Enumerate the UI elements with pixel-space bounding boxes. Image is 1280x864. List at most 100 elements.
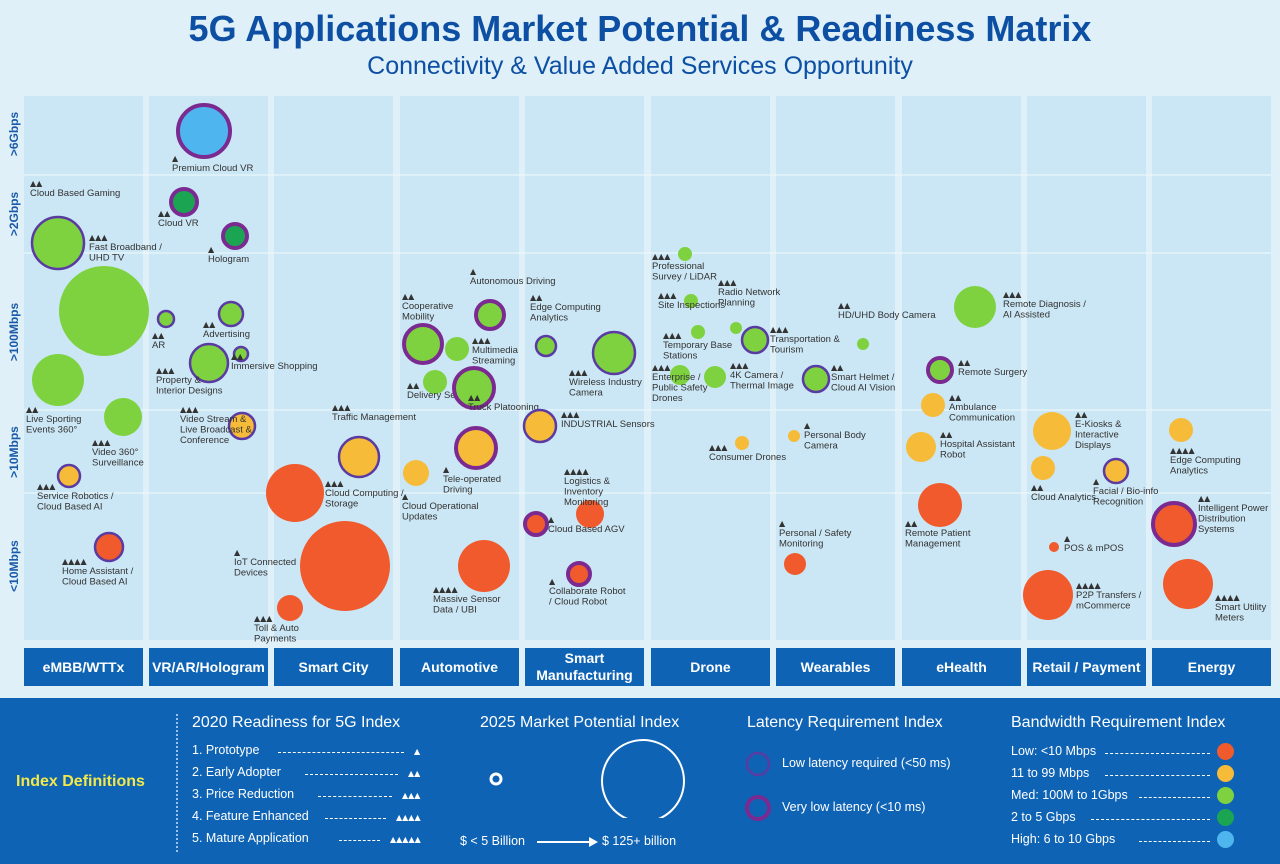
page-subtitle: Connectivity & Value Added Services Oppo… [367,52,913,80]
bubble-label: Displays [1075,440,1111,451]
bubble-label: Temporary Base [663,340,732,351]
readiness-triangles: ▲▲ [831,363,844,372]
readiness-triangles: ▲▲▲ [89,233,108,242]
bubble-label: Intelligent Power [1198,503,1268,514]
category-bar [902,648,1021,686]
readiness-triangles: ▲▲ [468,393,481,402]
low-latency-ring-icon [745,751,771,777]
bubble [735,436,749,450]
bubble-label: POS & mPOS [1064,543,1124,554]
readiness-triangles: ▲▲▲ [652,252,671,261]
bubble-label: Stations [663,351,698,362]
readiness-triangles: ▲ [549,577,556,586]
readiness-triangles: ▲▲▲▲ [1170,446,1195,455]
bubble-label: Thermal Image [730,381,794,392]
readiness-triangles: ▲▲▲ [652,363,671,372]
dotted-leader [1139,797,1210,798]
readiness-triangle-icon: ▲ [414,747,421,756]
bubble-label: Tele-operated [443,474,501,485]
bubble [678,247,692,261]
bubble [56,463,82,489]
bubble-label: Systems [1198,524,1235,535]
bandwidth-item: Med: 100M to 1Gbps [1011,788,1128,802]
bandwidth-color-dot [1217,743,1234,760]
market-min-circle [489,772,503,786]
market-heading: 2025 Market Potential Index [480,714,680,731]
category-bar [651,648,770,686]
dotted-leader [318,796,392,797]
bubble-label: Recognition [1093,497,1143,508]
bubble-label: Cloud VR [158,218,199,229]
legend-separator [176,714,178,852]
bubble [59,266,149,356]
bubble-label: Management [905,539,961,550]
readiness-heading: 2020 Readiness for 5G Index [192,714,401,731]
readiness-triangles: ▲▲▲▲ [1076,581,1101,590]
category-bar [776,648,895,686]
readiness-triangles: ▲▲ [949,393,962,402]
bubble-label: INDUSTRIAL Sensors [561,419,655,430]
bubble-label: Personal / Safety [779,528,852,539]
bubble [176,103,232,159]
legend-panel: Index Definitions 2020 Readiness for 5G … [0,698,1280,864]
category-bar [1152,648,1271,686]
bubble [730,322,742,334]
arrow-right-icon [537,837,598,847]
bubble [534,334,558,358]
bubble [523,511,549,537]
market-max-circle [601,739,685,818]
bandwidth-color-dot [1217,831,1234,848]
bubble-label: Streaming [472,356,515,367]
column-bg [902,96,1021,640]
page-title: 5G Applications Market Potential & Readi… [188,8,1092,49]
bubble-label: Monitoring [779,539,823,550]
bubble-label: Cloud Operational [402,501,479,512]
readiness-triangles: ▲ [1064,534,1071,543]
bubble-label: Distribution [1198,514,1246,525]
bubble [169,187,199,217]
bubble-label: Fast Broadband / [89,242,162,253]
readiness-item: 5. Mature Application [192,831,309,845]
bubble-label: Cloud Based Gaming [30,188,120,199]
dotted-leader [1104,775,1210,776]
bubble [1151,501,1197,547]
bubble-label: Hologram [208,254,249,265]
category-label: Retail / Payment [1032,659,1140,675]
bubble [445,337,469,361]
readiness-triangles: ▲ [779,519,786,528]
market-max-label: $ 125+ billion [602,834,677,848]
bubble-label: Surveillance [92,458,144,469]
bubble-label: UHD TV [89,253,125,264]
bubble-label: Edge Computing [530,302,601,313]
category-label: eMBB/WTTx [43,659,125,675]
dotted-leader [325,818,386,819]
category-bar [525,648,644,686]
readiness-triangles: ▲ [443,465,450,474]
bubble [266,464,324,522]
bubble-label: Driving [443,485,473,496]
bubble [670,365,690,385]
bubble [857,338,869,350]
bubble-label: Public Safety [652,383,708,394]
bubble-label: Toll & Auto [254,623,299,634]
bubble [576,500,604,528]
bubble-label: Video Stream & [180,414,247,425]
readiness-triangles: ▲▲ [940,430,953,439]
bubble [566,561,592,587]
bubble-label: E-Kiosks & [1075,419,1122,430]
bubble [1169,418,1193,442]
readiness-triangle-icon: ▲▲▲ [402,791,421,800]
bubble-label: Remote Surgery [958,367,1027,378]
dotted-leader [1139,841,1210,842]
category-label: Manufacturing [536,667,632,683]
bubble-label: Live Broadcast & [180,425,252,436]
bubble-label: IoT Connected [234,557,296,568]
readiness-triangles: ▲▲ [1198,494,1211,503]
bubble [277,595,303,621]
bubble-label: Advertising [203,329,250,340]
bubble-label: Personal Body [804,430,866,441]
readiness-triangles: ▲▲▲ [472,336,491,345]
dotted-leader [1090,819,1210,820]
bubble [906,432,936,462]
bubble [1163,559,1213,609]
